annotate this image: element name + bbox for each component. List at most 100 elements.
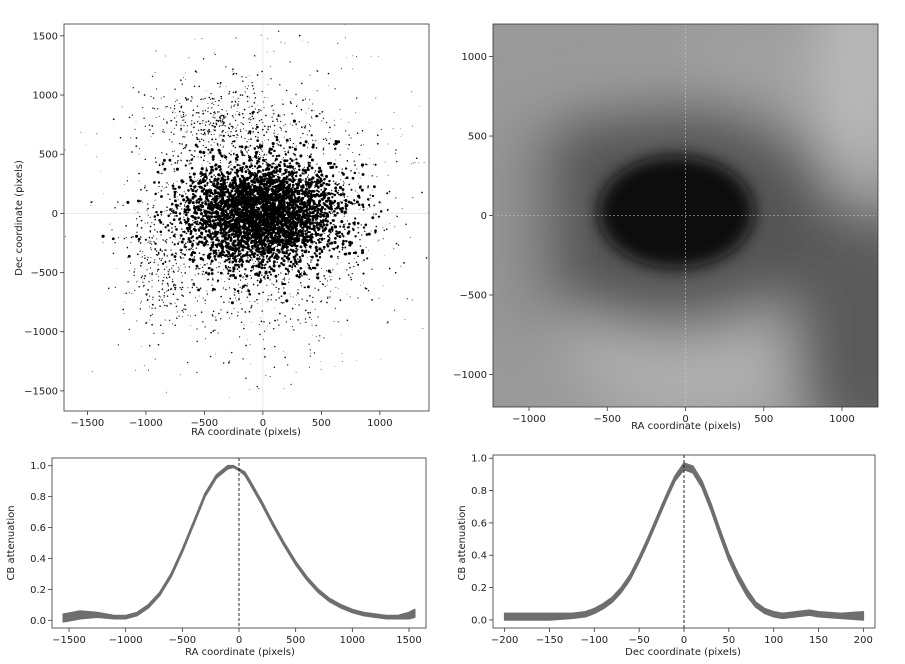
scatter-point — [282, 176, 286, 180]
scatter-point — [330, 192, 333, 195]
scatter-point — [267, 258, 269, 261]
scatter-point — [263, 276, 266, 279]
scatter-point — [265, 254, 269, 258]
scatter-point — [225, 266, 228, 269]
scatter-point — [325, 192, 327, 194]
scatter-point — [329, 207, 332, 209]
scatter-point — [130, 236, 133, 239]
scatter-point — [276, 225, 279, 227]
scatter-point — [265, 186, 268, 189]
scatter-point — [272, 238, 274, 241]
scatter-point — [311, 181, 314, 184]
scatter-point — [323, 337, 325, 339]
scatter-point — [199, 208, 203, 212]
scatter-point — [255, 249, 258, 252]
scatter-point — [297, 184, 299, 187]
scatter-point — [114, 242, 116, 244]
scatter-point — [286, 225, 288, 227]
scatter-point — [216, 267, 218, 269]
scatter-point — [307, 161, 310, 164]
scatter-point — [385, 228, 388, 231]
scatter-point — [138, 172, 140, 175]
scatter-point — [315, 250, 317, 252]
scatter-point — [313, 209, 317, 213]
scatter-point — [282, 222, 286, 227]
scatter-point — [309, 295, 311, 297]
scatter-point — [166, 206, 168, 208]
scatter-point — [290, 205, 293, 208]
scatter-point — [236, 136, 238, 138]
scatter-point — [269, 267, 274, 271]
scatter-point — [305, 226, 307, 228]
scatter-point — [256, 173, 258, 176]
scatter-point — [175, 167, 179, 171]
scatter-point — [291, 222, 294, 225]
scatter-point — [304, 190, 308, 193]
scatter-point — [256, 214, 260, 218]
scatter-point — [274, 252, 277, 255]
scatter-point — [291, 180, 293, 183]
scatter-point — [186, 217, 190, 221]
scatter-point — [220, 262, 222, 264]
scatter-point — [252, 219, 254, 221]
scatter-point — [271, 163, 273, 165]
scatter-point — [304, 230, 307, 233]
scatter-point — [254, 251, 256, 253]
scatter-point — [336, 140, 341, 144]
scatter-point — [213, 174, 215, 176]
scatter-point — [284, 168, 288, 172]
scatter-point — [194, 217, 197, 221]
scatter-point — [293, 171, 296, 175]
scatter-point — [208, 272, 210, 274]
scatter-point — [172, 234, 176, 238]
scatter-point — [342, 191, 344, 193]
scatter-point — [183, 136, 185, 138]
scatter-point — [259, 229, 262, 233]
scatter-point — [256, 159, 260, 163]
scatter-point — [280, 204, 282, 206]
scatter-point — [328, 211, 331, 214]
scatter-point — [236, 187, 239, 190]
scatter-point — [344, 177, 347, 180]
scatter-point — [246, 296, 249, 298]
scatter-point — [160, 213, 163, 216]
scatter-point — [318, 256, 322, 259]
scatter-point — [310, 195, 314, 198]
scatter-point — [173, 243, 176, 246]
scatter-point — [324, 219, 328, 223]
scatter-point — [294, 226, 297, 228]
scatter-point — [222, 245, 225, 248]
scatter-point — [217, 201, 221, 204]
scatter-point — [278, 235, 280, 237]
scatter-panel: −1500 −1000 −500 0 500 1000 −1500−1000−500050… — [14, 23, 430, 438]
scatter-point — [231, 230, 234, 232]
scatter-point — [240, 245, 243, 248]
scatter-point — [215, 211, 217, 213]
scatter-point — [335, 181, 337, 183]
scatter-point — [346, 269, 348, 271]
scatter-point — [287, 258, 289, 260]
scatter-point — [181, 281, 183, 284]
scatter-point — [223, 154, 225, 156]
scatter-point — [288, 226, 290, 228]
scatter-point — [293, 329, 295, 331]
scatter-point — [248, 155, 252, 159]
scatter-point — [226, 311, 229, 314]
scatter-point — [182, 198, 186, 202]
scatter-point — [283, 189, 286, 193]
scatter-point — [268, 257, 270, 259]
scatter-point — [158, 185, 160, 188]
scatter-point — [321, 283, 324, 285]
scatter-point — [292, 165, 295, 168]
scatter-point — [233, 247, 236, 250]
scatter-point — [350, 188, 353, 191]
scatter-point — [324, 199, 329, 203]
scatter-point — [266, 276, 270, 280]
scatter-point — [301, 240, 305, 244]
scatter-point — [292, 176, 295, 180]
scatter-point — [298, 205, 301, 208]
scatter-point — [305, 185, 308, 187]
scatter-point — [291, 146, 294, 149]
scatter-point — [128, 292, 130, 294]
scatter-point — [341, 188, 345, 191]
